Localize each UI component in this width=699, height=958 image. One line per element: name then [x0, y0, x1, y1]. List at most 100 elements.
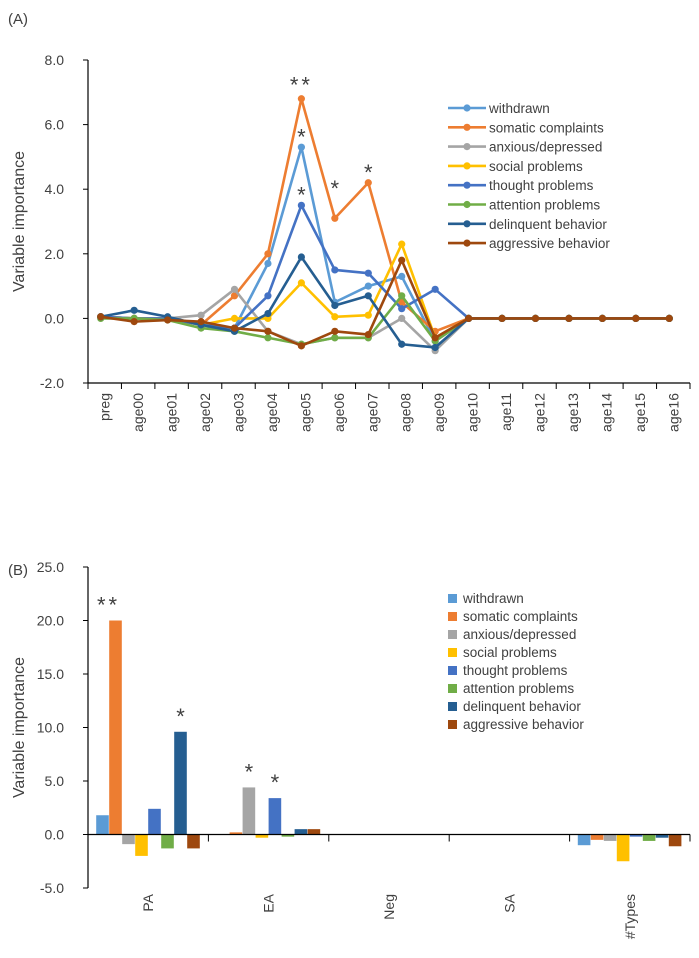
legend-label: anxious/depressed: [489, 140, 602, 155]
legend-marker: [448, 648, 457, 657]
data-point: [331, 214, 339, 222]
legend-marker: [463, 143, 471, 151]
legend-label: delinquent behavior: [489, 217, 607, 232]
data-point: [264, 309, 272, 318]
legend-marker: [448, 630, 457, 639]
bar: [281, 834, 295, 837]
x-tick-label: age03: [231, 393, 247, 432]
x-tick-label: age01: [164, 393, 180, 432]
y-tick-label: 25.0: [37, 559, 64, 575]
x-tick-label: age15: [632, 393, 648, 432]
legend-marker: [448, 702, 457, 711]
data-point: [264, 259, 272, 268]
x-tick-label: age00: [130, 393, 146, 432]
data-point: [230, 324, 239, 332]
data-point: [632, 314, 640, 322]
data-point: [665, 314, 673, 322]
data-point: [498, 314, 506, 322]
data-point: [230, 292, 239, 300]
series-line-7: [100, 258, 670, 348]
legend-label: somatic complaints: [489, 120, 604, 135]
data-point: [398, 240, 406, 248]
significance-marker: *: [364, 160, 373, 185]
y-tick-label: 2.0: [45, 246, 65, 262]
data-point: [297, 143, 305, 151]
data-point: [264, 334, 272, 342]
legend-label: aggressive behavior: [463, 717, 584, 732]
bar: [242, 787, 256, 835]
bar: [307, 829, 321, 835]
data-point: [364, 330, 372, 339]
significance-marker: *: [331, 176, 340, 201]
y-tick-label: 5.0: [45, 773, 65, 789]
bar: [229, 832, 243, 835]
bar: [187, 834, 200, 849]
legend-marker: [463, 200, 471, 209]
legend-label: thought problems: [489, 178, 594, 193]
x-tick-label: age16: [665, 393, 681, 432]
data-point: [398, 305, 406, 313]
legend-marker: [463, 239, 471, 247]
bar: [122, 834, 135, 845]
bar: [255, 834, 269, 838]
data-point: [297, 342, 305, 350]
bar: [161, 834, 174, 849]
bar: [109, 620, 122, 835]
data-point: [197, 318, 205, 326]
y-tick-label: 20.0: [37, 613, 64, 629]
bar: [268, 798, 282, 835]
x-tick-label: SA: [501, 893, 517, 912]
legend-marker: [448, 684, 457, 693]
data-point: [197, 311, 205, 319]
legend-marker: [463, 123, 471, 131]
data-point: [465, 314, 473, 322]
bar: [135, 834, 148, 856]
x-tick-label: EA: [261, 893, 277, 912]
data-point: [398, 314, 406, 322]
bar: [174, 731, 187, 835]
data-point: [431, 285, 439, 293]
legend-label: aggressive behavior: [489, 236, 610, 251]
bar: [577, 834, 591, 846]
legend-marker: [448, 612, 457, 621]
bar: [603, 834, 617, 841]
data-point: [264, 327, 272, 335]
x-tick-label: age05: [297, 393, 313, 432]
panel-label-b: (B): [8, 562, 28, 579]
legend-marker: [463, 181, 471, 189]
y-tick-label: -5.0: [40, 880, 64, 896]
bar: [96, 815, 109, 835]
bar: [148, 808, 161, 835]
x-tick-label: preg: [97, 393, 113, 421]
data-point: [364, 269, 372, 277]
data-point: [297, 279, 305, 287]
bar: [616, 834, 630, 862]
data-point: [364, 179, 372, 187]
data-point: [264, 250, 272, 258]
data-point: [398, 272, 406, 281]
data-point: [598, 314, 606, 322]
x-tick-label: PA: [140, 893, 156, 911]
data-point: [364, 292, 372, 300]
legend-marker: [448, 720, 457, 729]
x-tick-label: age08: [398, 393, 414, 432]
significance-marker: **: [97, 593, 120, 618]
x-tick-label: age04: [264, 393, 280, 432]
bar: [590, 834, 604, 840]
legend-label: thought problems: [463, 663, 568, 678]
legend-label: delinquent behavior: [463, 699, 581, 714]
data-point: [331, 334, 339, 342]
x-tick-label: age06: [331, 393, 347, 432]
data-point: [297, 95, 305, 103]
data-point: [364, 311, 372, 319]
chart-b: (B) Variable importance -5.0 0.0 5.0 10.0 15.0…: [8, 559, 691, 939]
legend-label: social problems: [463, 645, 557, 660]
y-tick-label: 6.0: [45, 117, 65, 133]
x-tick-label: #Types: [622, 894, 638, 939]
y-axis-label: Variable importance: [11, 657, 28, 798]
series-line-6: [100, 255, 670, 349]
data-point: [97, 313, 105, 321]
legend-label: withdrawn: [488, 101, 550, 116]
data-point: [331, 327, 339, 335]
